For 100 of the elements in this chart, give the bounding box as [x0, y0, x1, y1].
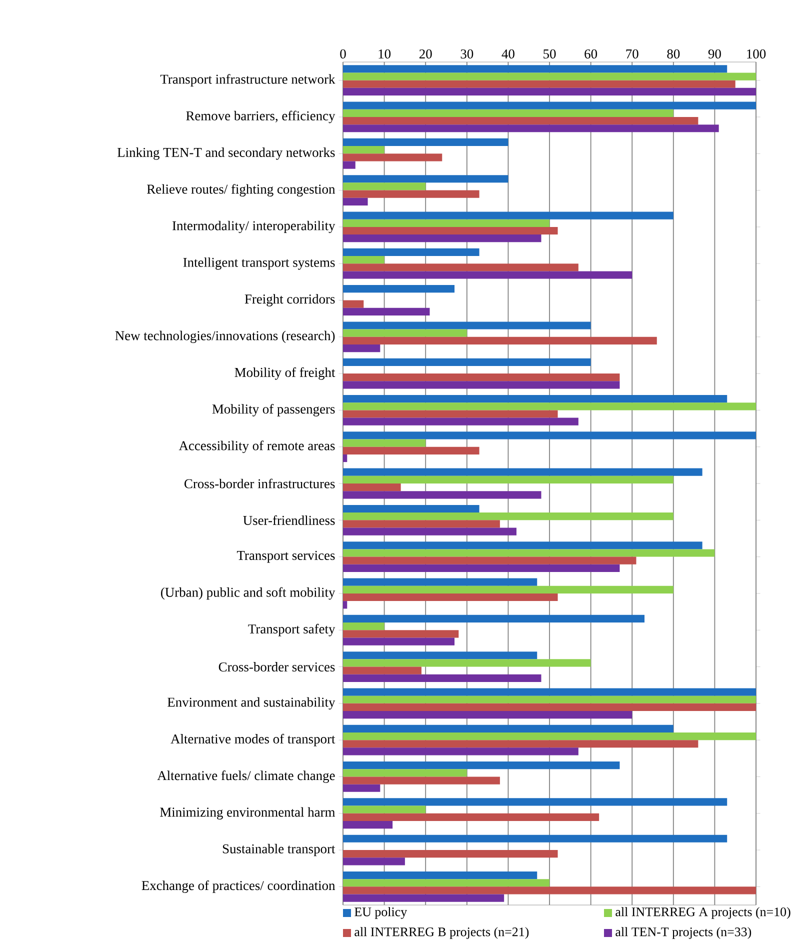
bar	[343, 358, 591, 366]
y-tick-label: Minimizing environmental harm	[160, 807, 336, 820]
bar	[343, 344, 380, 352]
bar	[343, 146, 384, 154]
bar	[343, 154, 442, 162]
bar	[343, 432, 756, 440]
y-tick-label: Freight corridors	[244, 294, 335, 306]
x-tick-label: 10	[378, 49, 391, 58]
y-tick-label: Alternative fuels/ climate change	[157, 770, 335, 783]
bar	[343, 630, 459, 638]
y-tick-label: Exchange of practices/ coordination	[142, 880, 336, 893]
legend-label: all TEN-T projects (n=33)	[616, 927, 752, 939]
bar	[343, 520, 500, 528]
x-tick-label: 50	[544, 49, 556, 58]
bar	[343, 72, 756, 80]
bar	[343, 190, 480, 198]
bar	[343, 402, 756, 410]
bar	[343, 564, 620, 572]
bar	[343, 776, 500, 784]
bar	[343, 586, 674, 594]
y-tick-label: Transport infrastructure network	[160, 74, 336, 86]
bar	[343, 161, 356, 169]
bar	[343, 109, 674, 117]
bar	[343, 381, 620, 389]
bar	[343, 556, 636, 564]
y-tick-label: Remove barriers, efficiency	[186, 110, 336, 124]
bar	[343, 322, 591, 330]
x-tick-label: 100	[747, 49, 766, 58]
bar	[343, 703, 756, 712]
bar	[343, 418, 578, 426]
y-tick-label: Sustainable transport	[223, 844, 336, 856]
bar	[343, 711, 632, 719]
bar	[343, 116, 698, 125]
bar	[343, 666, 422, 674]
bar	[343, 226, 558, 235]
bar	[343, 329, 467, 337]
bar	[343, 652, 538, 660]
bar	[343, 256, 384, 264]
bar	[343, 504, 480, 513]
legend-label: EU policy	[354, 907, 408, 919]
x-tick-label: 20	[420, 49, 432, 58]
x-tick-label: 80	[667, 49, 680, 58]
bar	[343, 528, 517, 536]
bar	[343, 175, 508, 183]
bar	[343, 542, 702, 550]
y-tick-label: Cross-border services	[218, 662, 335, 672]
bar	[343, 724, 674, 732]
bar	[343, 732, 756, 740]
bar	[343, 198, 368, 206]
y-tick-label: Mobility of freight	[234, 367, 336, 380]
bar	[343, 102, 756, 110]
bar	[343, 395, 728, 403]
bar	[343, 886, 756, 894]
bar	[343, 336, 657, 344]
bar	[343, 798, 728, 806]
y-tick-label: New technologies/innovations (research)	[115, 330, 335, 344]
bar	[343, 439, 426, 447]
bar	[343, 468, 702, 476]
x-tick-label: 60	[584, 49, 598, 58]
x-tick-label: 30	[460, 49, 474, 58]
bar	[343, 894, 504, 902]
bar	[343, 850, 558, 858]
y-tick-label: Linking TEN-T and secondary networks	[118, 148, 335, 160]
bar	[343, 748, 578, 756]
bar	[343, 300, 364, 308]
bar	[343, 65, 728, 73]
bar	[343, 491, 542, 499]
bar	[343, 374, 620, 382]
bar	[343, 549, 715, 557]
bar	[343, 593, 558, 602]
y-tick-label: Relieve routes/ fighting congestion	[147, 184, 336, 196]
bar	[343, 264, 578, 272]
y-tick-label: Transport safety	[248, 624, 336, 636]
bar	[343, 80, 736, 88]
bar	[343, 820, 393, 829]
bar	[343, 659, 591, 667]
bar	[343, 138, 508, 146]
bar	[343, 124, 719, 132]
bar	[343, 601, 348, 609]
bar	[343, 834, 728, 842]
bar	[343, 88, 756, 96]
bar	[343, 806, 426, 814]
bar	[343, 285, 455, 293]
bar	[343, 454, 348, 462]
bar	[343, 769, 467, 777]
y-tick-label: Intermodality/ interoperability	[172, 220, 336, 234]
bar	[343, 784, 380, 792]
bar	[343, 219, 550, 227]
y-tick-label: Intelligent transport systems	[183, 257, 335, 270]
bar	[343, 446, 480, 454]
x-tick-label: 90	[708, 49, 721, 58]
x-tick-label: 40	[502, 49, 514, 58]
bar	[343, 271, 632, 279]
bar	[343, 638, 455, 646]
bar	[343, 858, 406, 866]
bar	[343, 476, 674, 484]
y-tick-label: Accessibility of remote areas	[178, 440, 335, 454]
bar	[343, 813, 600, 821]
y-tick-label: Environment and sustainability	[168, 697, 336, 710]
bar	[343, 871, 538, 880]
